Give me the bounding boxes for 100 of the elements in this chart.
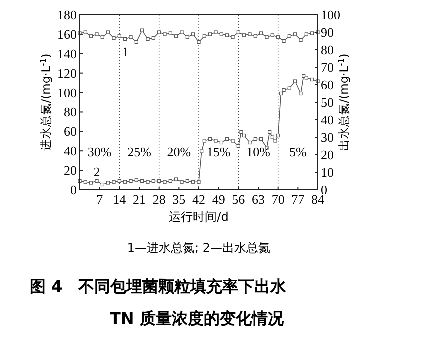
point [186, 179, 190, 184]
point [90, 181, 94, 185]
x-tick-label: 21 [133, 192, 146, 207]
point [158, 179, 162, 184]
point [299, 38, 303, 42]
point [95, 32, 99, 36]
point [294, 32, 298, 36]
point [270, 136, 274, 140]
annotation: 5% [289, 144, 307, 160]
point [106, 30, 110, 34]
point [226, 34, 230, 38]
series-label: 1 [122, 44, 129, 60]
point [100, 36, 104, 40]
point [304, 32, 308, 36]
text: 图 4 不同包埋菌颗粒填充率下出水 TN 质量浓度的变化情况 [30, 277, 288, 328]
point [299, 92, 303, 96]
point [202, 139, 206, 143]
point [180, 180, 184, 184]
point [254, 34, 258, 38]
point [124, 180, 128, 184]
point [90, 34, 94, 38]
y-tick-label: 60 [64, 124, 77, 140]
point [248, 32, 252, 36]
x-tick-label: 77 [292, 192, 306, 207]
point [208, 32, 212, 36]
y-tick-label: 160 [58, 26, 77, 42]
point [197, 180, 201, 184]
x-tick-label: 42 [192, 192, 206, 207]
point [174, 34, 178, 38]
y2-tick-label: 20 [321, 148, 334, 162]
x-tick-label: 28 [152, 192, 166, 207]
point [146, 38, 150, 42]
point [279, 92, 283, 96]
point [140, 179, 144, 184]
text: 1—进水总氮; 2—出水总氮 [127, 241, 271, 255]
y2-tick-label: 10 [321, 165, 334, 180]
annotation: 30% [88, 144, 112, 160]
point [288, 86, 292, 90]
point [276, 36, 280, 40]
point [260, 137, 264, 142]
annotation: 15% [206, 144, 231, 160]
point [294, 80, 298, 84]
point [197, 40, 201, 44]
point [270, 34, 274, 38]
y2-tick-label: 50 [321, 95, 334, 110]
point [129, 36, 133, 40]
annotation: 10% [246, 144, 271, 160]
x-tick-label: 35 [172, 192, 186, 207]
point [304, 76, 308, 80]
point [134, 40, 138, 44]
x-tick-label: 7 [96, 192, 104, 207]
point [242, 34, 246, 38]
point [310, 78, 314, 82]
x-axis-title: 运行时间/d [169, 210, 229, 224]
point [158, 30, 162, 34]
point [112, 36, 116, 40]
y-tick-label: 80 [64, 104, 77, 120]
point [84, 180, 88, 184]
point [152, 179, 156, 184]
point [282, 88, 286, 92]
point [200, 150, 204, 154]
y2-tick-label: 40 [321, 112, 334, 128]
point [316, 80, 320, 84]
point [163, 180, 167, 184]
x-tick-label: 63 [252, 192, 265, 207]
y2-tick-label: 90 [321, 25, 334, 40]
point [134, 178, 138, 182]
point [242, 134, 246, 138]
point [192, 32, 196, 36]
point [84, 30, 88, 34]
y2-tick-label: 80 [321, 42, 334, 58]
point [260, 32, 264, 36]
point [152, 36, 156, 40]
point [220, 32, 224, 36]
point [288, 34, 292, 38]
point [174, 178, 178, 182]
point [265, 36, 269, 40]
point [168, 32, 172, 36]
point [192, 180, 196, 184]
point [274, 139, 278, 143]
series-label: 2 [94, 164, 100, 180]
point [129, 179, 133, 184]
point [112, 180, 116, 184]
point [240, 130, 244, 134]
point [276, 134, 280, 138]
y-tick-label: 140 [58, 46, 77, 62]
annotation: 20% [167, 144, 192, 160]
point [186, 36, 190, 40]
x-tick-label: 56 [232, 192, 246, 207]
point [310, 32, 314, 36]
y-tick-label: 40 [64, 144, 77, 159]
y2-tick-label: 100 [321, 8, 340, 22]
point [124, 38, 128, 42]
point [302, 74, 306, 78]
point [95, 179, 99, 184]
point [236, 144, 240, 148]
x-tick-label: 14 [113, 192, 127, 207]
point [100, 182, 104, 187]
point [180, 30, 184, 34]
point [214, 139, 218, 143]
